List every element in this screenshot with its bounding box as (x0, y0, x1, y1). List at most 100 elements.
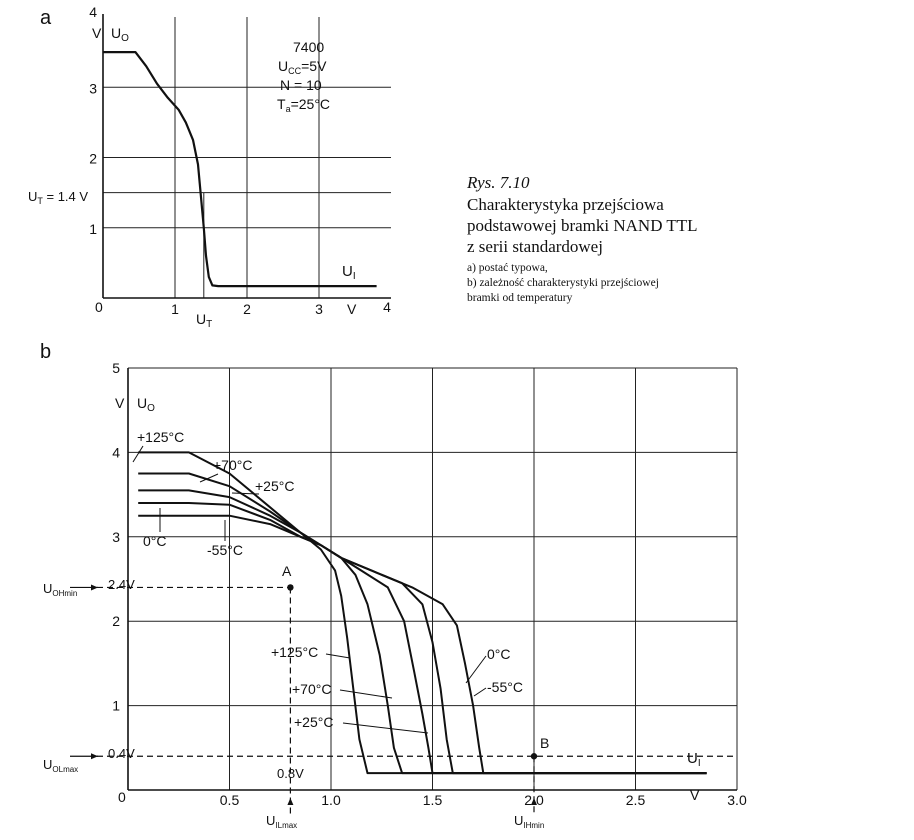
panel-b-y-axis-label: UO (137, 395, 155, 414)
uohmin-sub: OHmin (52, 589, 77, 598)
panel-b-y-tick-label: 5 (112, 360, 120, 376)
uolmax-label: UOLmax (43, 757, 78, 774)
panel-b-x-tick-label: 1.0 (321, 792, 341, 808)
panel-a-grid (103, 17, 391, 298)
series-leader-top (132, 445, 144, 463)
point-b-marker (530, 753, 538, 760)
panel-a-parameters: 7400 UCC=5V N = 10 Ta=25°C (277, 39, 330, 114)
panel-b-y-tick-label: 2 (112, 613, 120, 629)
uohmin-main: U (43, 581, 52, 596)
series-leader-bottom (465, 655, 487, 684)
param-model: 7400 (293, 39, 324, 55)
panel-a-axes (102, 14, 391, 299)
caption-line: Charakterystyka przejściowa (467, 195, 664, 214)
uihmin-sub: IHmin (523, 821, 544, 830)
panel-a-y-tick-label: 1 (89, 221, 97, 237)
panel-b-y-unit: V (115, 395, 125, 411)
series-label-bottom: 0°C (487, 646, 511, 662)
series-line-2 (138, 489, 707, 775)
series-label-top: +70°C (213, 457, 252, 473)
uihmin-label: UIHmin (514, 813, 544, 830)
panel-b-x-axis-label: UI (687, 750, 701, 769)
caption-line: z serii standardowej (467, 237, 603, 256)
panel-a-threshold-label: UT = 1.4 V (28, 189, 88, 206)
series-leader-bottom (325, 653, 351, 659)
panel-a-x-label-sub: I (353, 271, 356, 282)
uolmax-sub: OLmax (52, 765, 78, 774)
panel-a-threshold-x-main: U (196, 311, 206, 327)
panel-b-x-tick-label: 1.5 (423, 792, 443, 808)
panel-a-threshold-value: = 1.4 V (43, 189, 88, 204)
panel-b-y-label-sub: O (147, 403, 155, 414)
panel-a-series-line (103, 51, 377, 288)
param-ta-value: =25°C (291, 96, 330, 112)
uolmax-arrow-head (91, 753, 98, 760)
caption-title: Rys. 7.10 (467, 173, 530, 192)
panel-a-curve (103, 51, 377, 288)
point-a-label: A (282, 563, 292, 579)
series-label-bottom: +25°C (294, 714, 333, 730)
caption-note: b) zależność charakterystyki przejściowe… (467, 277, 659, 289)
series-leader-bottom (473, 687, 487, 697)
param-n: N = 10 (280, 77, 322, 93)
figure-caption: Rys. 7.10 Charakterystyka przejściowa po… (467, 172, 887, 306)
panel-a-x-tick-label: 2 (243, 301, 251, 317)
panel-a-y-axis-label: UO (111, 25, 129, 44)
panel-b-x-tick-label: 3.0 (727, 792, 747, 808)
series-leader-bottom (339, 689, 393, 699)
panel-b-curves (138, 451, 707, 775)
param-ucc-sub: CC (288, 66, 301, 76)
panel-b-x-origin: 0 (118, 789, 126, 805)
panel-b-x-label-main: U (687, 750, 698, 767)
series-label-top: +125°C (137, 429, 184, 445)
panel-b-grid (128, 367, 738, 790)
panel-a-threshold-x-label: UT (196, 311, 212, 330)
series-label-bottom: +125°C (271, 644, 318, 660)
uolmax-value: 0.4V (108, 746, 135, 761)
uolmax-main: U (43, 757, 52, 772)
caption-line: podstawowej bramki NAND TTL (467, 216, 698, 235)
panel-a-x-unit: V (347, 301, 357, 317)
panel-a-x-label-main: U (342, 263, 353, 280)
panel-a-y-unit: V (92, 25, 102, 41)
caption-notes: a) postać typowa, b) zależność charakter… (467, 261, 887, 306)
panel-a-x-tick-label: 4 (383, 299, 391, 315)
uihmin-main: U (514, 813, 523, 828)
panel-a-y-label-main: U (111, 25, 121, 41)
uilmax-label: UILmax (266, 813, 297, 830)
param-ucc: UCC=5V (278, 58, 327, 76)
uohmin-arrow-head (91, 584, 98, 591)
panel-b-x-unit: V (690, 787, 700, 803)
panel-a-y-tick-label: 3 (89, 80, 97, 96)
panel-b-x-tick-label: 2.5 (626, 792, 646, 808)
uilmax-arrow-head (287, 798, 294, 805)
panel-b-y-tick-label: 4 (112, 444, 120, 460)
panel-b-x-label-sub: I (698, 758, 701, 769)
series-line-1 (138, 472, 707, 775)
uilmax-sub: ILmax (275, 821, 297, 830)
param-ucc-main: U (278, 58, 288, 74)
panel-a-threshold-sub: T (37, 196, 43, 206)
uilmax-value: 0.8V (277, 766, 304, 781)
panel-a-x-origin: 0 (95, 299, 103, 315)
caption-note: bramki od temperatury (467, 292, 573, 304)
panel-a-y-label-sub: O (121, 33, 129, 44)
series-label-top: -55°C (207, 542, 243, 558)
panel-b-label: b (40, 341, 51, 363)
param-ta-main: T (277, 96, 286, 112)
panel-b-series-labels: +125°C+70°C+25°C0°C-55°C+125°C+70°C+25°C… (132, 429, 523, 734)
panel-a-x-tick-label: 1 (171, 301, 179, 317)
series-leader-bottom (342, 722, 429, 734)
panel-a-x-tick-label: 3 (315, 301, 323, 317)
series-line-4 (138, 514, 707, 775)
series-label-top: +25°C (255, 478, 294, 494)
panel-b-y-tick-label: 3 (112, 529, 120, 545)
panel-b-y-label-main: U (137, 395, 147, 411)
param-ucc-value: =5V (301, 58, 327, 74)
panel-a-ticks: 1 2 3 4 1 2 3 4 (89, 4, 391, 317)
series-label-top: 0°C (143, 533, 167, 549)
series-leader-top (231, 492, 260, 495)
